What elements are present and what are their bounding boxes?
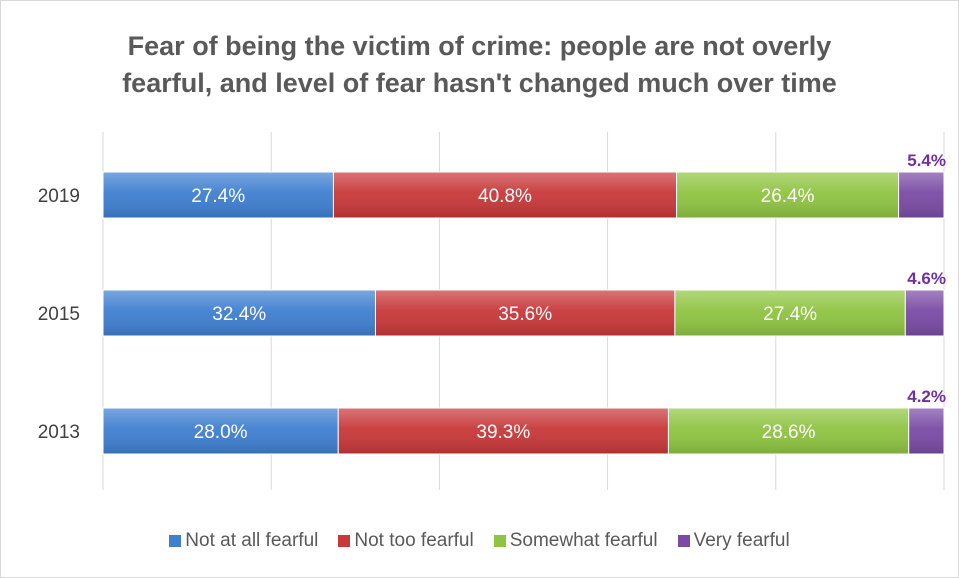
- category-label: 2019: [38, 186, 80, 207]
- data-label: 28.6%: [762, 422, 816, 443]
- bar-segment-shading: [103, 408, 338, 454]
- legend-item: Not too fearful: [338, 530, 474, 552]
- legend-swatch: [677, 535, 690, 547]
- legend-item: Very fearful: [677, 530, 790, 552]
- data-label: 5.4%: [907, 151, 946, 170]
- bar-segment-shading: [103, 172, 333, 218]
- data-label: 40.8%: [478, 186, 532, 207]
- legend-label: Somewhat fearful: [509, 530, 658, 551]
- category-label: 2015: [38, 304, 80, 325]
- data-label: 27.4%: [763, 304, 817, 325]
- data-label: 27.4%: [191, 186, 245, 207]
- legend-item: Somewhat fearful: [493, 530, 658, 552]
- data-label: 28.0%: [194, 422, 248, 443]
- chart-plot: 27.4% 40.8% 26.4% 5.4% 32.4% 35.6% 27.4% 4.6% 28…: [38, 132, 946, 490]
- bar-segment-shading: [677, 172, 899, 218]
- bar-segment-shading: [668, 408, 909, 454]
- bar-segment-shading: [675, 290, 905, 336]
- legend: Not at all fearful Not too fearful Somewha…: [0, 530, 959, 552]
- data-label: 35.6%: [498, 304, 552, 325]
- bar-segment-shading: [375, 290, 675, 336]
- chart-title-line-1: Fear of being the victim of crime: peopl…: [127, 31, 832, 61]
- legend-label: Not at all fearful: [185, 530, 319, 551]
- chart-title: Fear of being the victim of crime: peopl…: [0, 28, 959, 102]
- data-label: 4.2%: [907, 387, 946, 406]
- bar-segment-shading: [338, 408, 668, 454]
- category-label: 2013: [38, 422, 80, 443]
- bar-segment-shading: [103, 290, 375, 336]
- category-axis: 2019 2015 2013: [38, 186, 80, 443]
- data-labels: 27.4% 40.8% 26.4% 5.4% 32.4% 35.6% 27.4% 4.6% 28…: [191, 151, 946, 443]
- legend-swatch: [338, 535, 351, 547]
- legend-label: Not too fearful: [354, 530, 474, 551]
- bar-segment-shading: [909, 408, 944, 454]
- bar-segment-shading: [899, 172, 944, 218]
- legend-swatch: [169, 535, 182, 547]
- legend-label: Very fearful: [693, 530, 790, 551]
- bars: [102, 171, 945, 455]
- data-label: 39.3%: [476, 422, 530, 443]
- legend-swatch: [493, 535, 506, 547]
- data-label: 26.4%: [761, 186, 815, 207]
- chart-title-line-2: fearful, and level of fear hasn't change…: [122, 68, 837, 98]
- bar-segment-shading: [333, 172, 677, 218]
- data-label: 32.4%: [212, 304, 266, 325]
- bar-segment-shading: [905, 290, 944, 336]
- legend-item: Not at all fearful: [169, 530, 318, 552]
- data-label: 4.6%: [907, 269, 946, 288]
